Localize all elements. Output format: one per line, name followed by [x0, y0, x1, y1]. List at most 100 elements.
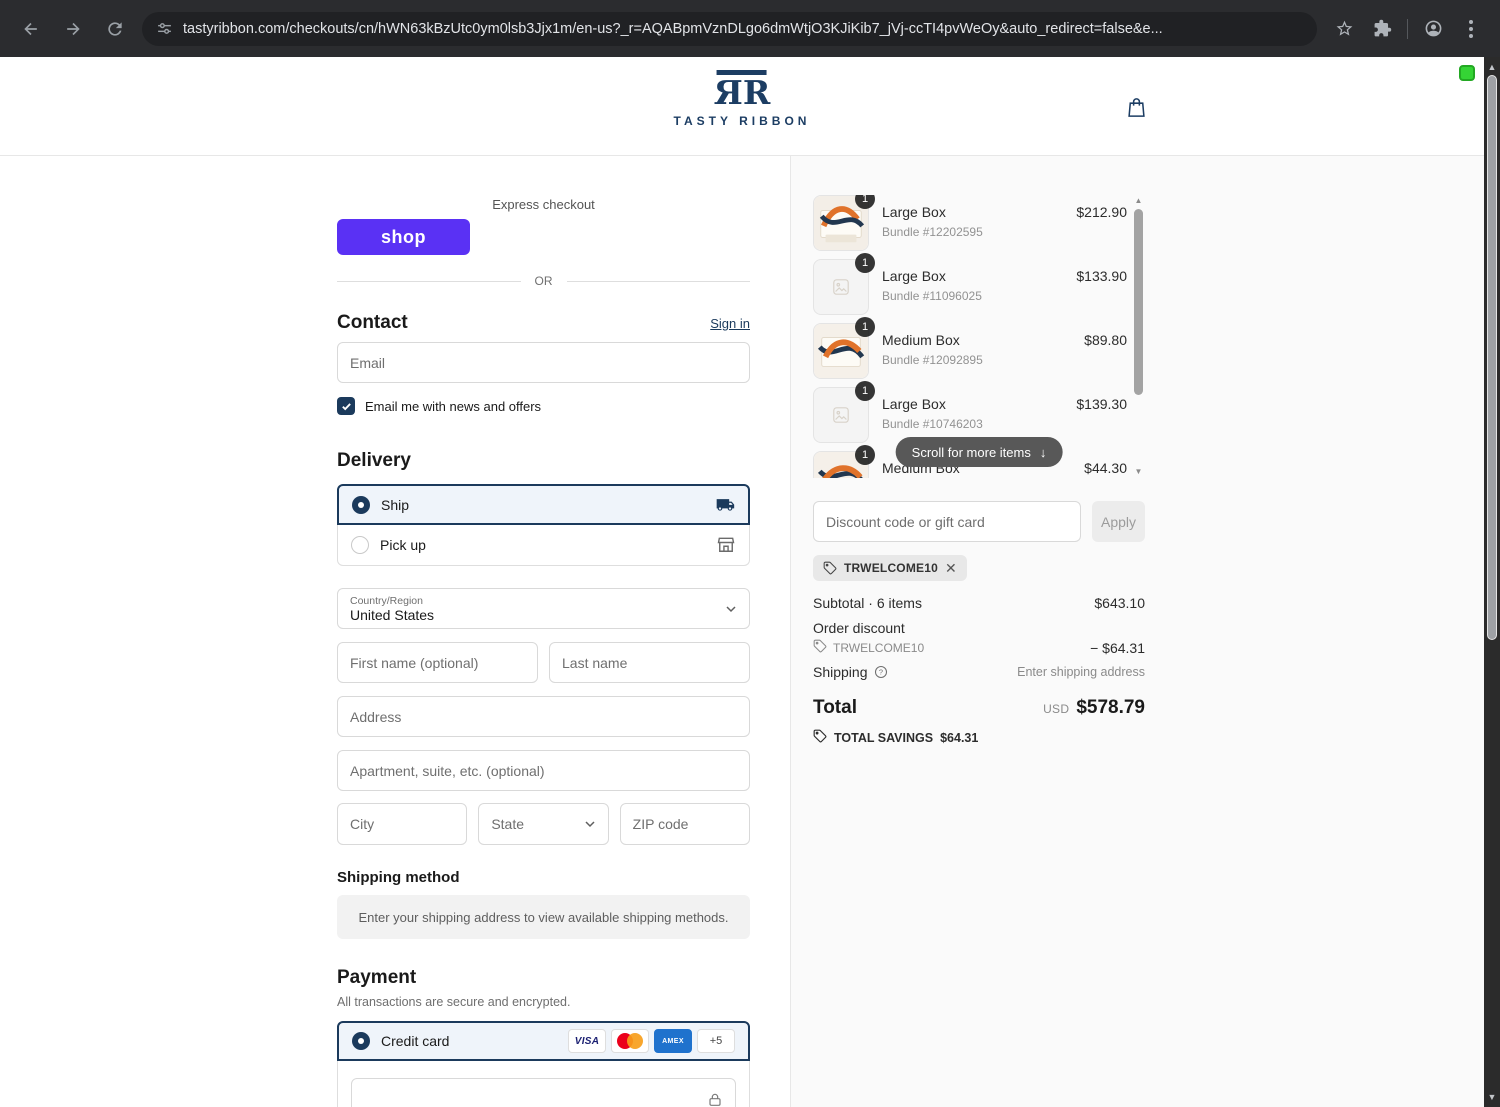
discount-field[interactable]: [813, 501, 1081, 542]
cart-item: 1 Large Box Bundle #12202595 $212.90: [813, 195, 1145, 251]
email-input[interactable]: [350, 354, 737, 371]
shipping-method-title: Shipping method: [337, 869, 460, 886]
scroll-for-more-button[interactable]: Scroll for more items ↓: [895, 437, 1063, 467]
delivery-option-pickup[interactable]: Pick up: [337, 525, 750, 566]
ship-radio[interactable]: [352, 495, 370, 514]
cart-items-list[interactable]: 1 Large Box Bundle #12202595 $212.90 1 L…: [813, 195, 1145, 478]
quantity-badge: 1: [855, 195, 875, 209]
item-bundle: Bundle #12202595: [882, 225, 983, 239]
more-cards-badge: +5: [697, 1029, 735, 1053]
sign-in-link[interactable]: Sign in: [710, 316, 750, 331]
apartment-field[interactable]: [337, 750, 750, 791]
credit-card-radio[interactable]: [352, 1032, 370, 1050]
total-label: Total: [813, 697, 857, 718]
address-input[interactable]: [350, 708, 737, 725]
total-value: $578.79: [1076, 697, 1145, 718]
city-input[interactable]: [350, 816, 455, 832]
checkout-page: ЯR TASTY RIBBON Express checkout shop OR…: [0, 57, 1484, 1107]
browser-toolbar: tastyribbon.com/checkouts/cn/hWN63kBzUtc…: [0, 0, 1500, 57]
discount-chip: TRWELCOME10 ✕: [813, 555, 967, 581]
pickup-label: Pick up: [380, 537, 426, 553]
bookmark-star-icon[interactable]: [1328, 13, 1360, 45]
product-image-placeholder: 1: [813, 253, 875, 315]
first-name-field[interactable]: [337, 642, 538, 683]
menu-icon[interactable]: [1455, 13, 1487, 45]
page-scrollbar[interactable]: ▲ ▼: [1484, 57, 1500, 1107]
site-info-icon[interactable]: [156, 20, 173, 37]
apartment-input[interactable]: [350, 762, 737, 779]
zip-field[interactable]: [619, 803, 750, 845]
close-icon[interactable]: ✕: [945, 560, 957, 576]
reload-icon[interactable]: [98, 12, 132, 46]
credit-card-option[interactable]: Credit card VISA AMEX +5: [337, 1021, 750, 1061]
svg-text:?: ?: [878, 668, 882, 677]
site-header: ЯR TASTY RIBBON: [0, 57, 1484, 156]
delivery-option-ship[interactable]: Ship: [337, 484, 750, 525]
item-bundle: Bundle #10746203: [882, 417, 983, 431]
express-checkout-label: Express checkout: [492, 197, 595, 212]
tag-icon: [813, 729, 827, 746]
cart-item: 1 Large Box Bundle #11096025 $133.90: [813, 253, 1145, 315]
scroll-down-icon[interactable]: ▼: [1487, 1092, 1497, 1102]
page-scrollbar-thumb[interactable]: [1487, 75, 1497, 640]
scroll-up-icon[interactable]: ▲: [1134, 196, 1143, 205]
newsletter-checkbox[interactable]: [337, 397, 355, 415]
extensions-icon[interactable]: [1366, 13, 1398, 45]
card-number-input[interactable]: [364, 1092, 707, 1107]
subtotal-label: Subtotal · 6 items: [813, 595, 922, 611]
scroll-down-icon[interactable]: ▼: [1134, 467, 1143, 476]
item-price: $44.30: [1084, 460, 1127, 476]
cart-item: 1 Large Box Bundle #10746203 $139.30: [813, 381, 1145, 443]
order-discount-value: − $64.31: [1090, 640, 1145, 656]
items-scrollbar[interactable]: ▲ ▼: [1132, 195, 1145, 478]
country-select-value: United States: [350, 606, 435, 623]
address-field[interactable]: [337, 696, 750, 737]
cart-item: 1 Medium Box Bundle #12092895 $89.80: [813, 317, 1145, 379]
scroll-up-icon[interactable]: ▲: [1487, 62, 1497, 72]
delivery-options: Ship Pick up: [337, 484, 750, 566]
help-icon[interactable]: ?: [874, 665, 888, 679]
apply-button[interactable]: Apply: [1092, 501, 1145, 542]
item-name: Medium Box: [882, 332, 960, 348]
lock-icon: [707, 1092, 723, 1107]
subtotal-value: $643.10: [1094, 595, 1145, 611]
profile-icon[interactable]: [1417, 13, 1449, 45]
item-price: $139.30: [1076, 396, 1127, 412]
discount-input[interactable]: [826, 513, 1068, 530]
card-brand-badges: VISA AMEX +5: [568, 1029, 735, 1053]
toolbar-divider: [1407, 18, 1408, 39]
first-name-input[interactable]: [350, 654, 525, 671]
pickup-radio[interactable]: [351, 536, 369, 554]
discount-chip-code: TRWELCOME10: [844, 561, 938, 575]
city-field[interactable]: [337, 803, 468, 845]
item-name: Large Box: [882, 396, 946, 412]
shop-pay-button[interactable]: shop: [337, 219, 470, 255]
forward-icon[interactable]: [56, 12, 90, 46]
state-select[interactable]: State: [478, 803, 609, 845]
shipping-value: Enter shipping address: [1017, 665, 1145, 679]
newsletter-label: Email me with news and offers: [365, 398, 542, 414]
credit-card-label: Credit card: [381, 1033, 450, 1049]
card-number-field[interactable]: [351, 1078, 736, 1107]
truck-icon: [715, 495, 735, 515]
back-icon[interactable]: [14, 12, 48, 46]
order-discount-label: Order discount: [813, 620, 905, 636]
zip-input[interactable]: [632, 816, 737, 832]
tag-icon: [813, 639, 827, 656]
cart-bag-icon[interactable]: [1122, 93, 1150, 121]
delivery-title: Delivery: [337, 450, 411, 471]
payment-subtitle: All transactions are secure and encrypte…: [337, 995, 571, 1009]
email-field[interactable]: [337, 342, 750, 383]
total-currency: USD: [1043, 702, 1070, 716]
quantity-badge: 1: [855, 445, 875, 465]
last-name-field[interactable]: [549, 642, 750, 683]
quantity-badge: 1: [855, 317, 875, 337]
last-name-input[interactable]: [562, 654, 737, 671]
product-image-placeholder: 1: [813, 381, 875, 443]
country-select[interactable]: Country/Region United States: [337, 588, 750, 629]
address-bar[interactable]: tastyribbon.com/checkouts/cn/hWN63kBzUtc…: [142, 11, 1317, 46]
product-image: 1: [813, 195, 875, 251]
payment-title: Payment: [337, 967, 417, 988]
brand-logo[interactable]: ЯR TASTY RIBBON: [674, 70, 811, 128]
items-scrollbar-thumb[interactable]: [1134, 209, 1143, 395]
